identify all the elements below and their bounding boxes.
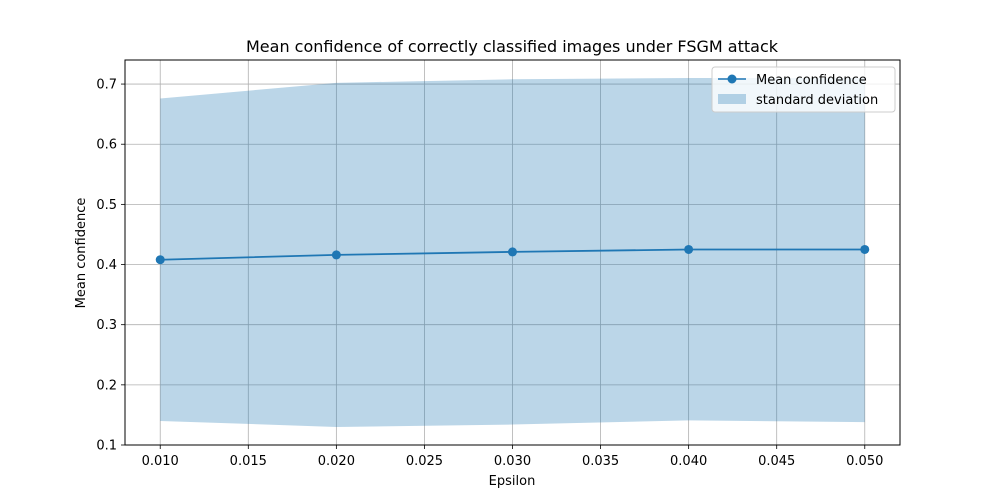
data-point bbox=[860, 244, 870, 254]
y-tick-label: 0.6 bbox=[96, 138, 117, 153]
data-point bbox=[155, 255, 165, 265]
x-tick-label: 0.020 bbox=[318, 454, 355, 469]
x-tick-label: 0.030 bbox=[494, 454, 531, 469]
x-tick-label: 0.025 bbox=[406, 454, 443, 469]
legend-label-std: standard deviation bbox=[756, 93, 878, 108]
legend-band-swatch bbox=[718, 94, 746, 104]
y-axis-ticks: 0.1 0.2 0.3 0.4 0.5 0.6 0.7 bbox=[96, 78, 125, 454]
legend-point-marker bbox=[727, 74, 737, 84]
x-tick-label: 0.045 bbox=[758, 454, 795, 469]
x-axis-label: Epsilon bbox=[489, 474, 536, 489]
series-layer bbox=[155, 244, 870, 265]
x-tick-label: 0.035 bbox=[582, 454, 619, 469]
y-tick-label: 0.3 bbox=[96, 318, 117, 333]
x-tick-label: 0.040 bbox=[670, 454, 707, 469]
legend: Mean confidence standard deviation bbox=[711, 66, 896, 113]
data-point bbox=[684, 244, 694, 254]
y-tick-label: 0.1 bbox=[96, 439, 117, 454]
data-point bbox=[508, 247, 517, 257]
chart-title: Mean confidence of correctly classified … bbox=[246, 37, 779, 56]
y-tick-label: 0.4 bbox=[96, 258, 117, 273]
y-tick-label: 0.7 bbox=[96, 78, 117, 93]
x-tick-label: 0.010 bbox=[142, 454, 179, 469]
legend-label-mean: Mean confidence bbox=[756, 73, 867, 88]
y-axis-label: Mean confidence bbox=[74, 198, 89, 309]
x-axis-ticks: 0.010 0.015 0.020 0.025 0.030 0.035 0.040 0.045… bbox=[142, 445, 883, 469]
x-tick-label: 0.015 bbox=[230, 454, 267, 469]
y-tick-label: 0.2 bbox=[96, 378, 117, 393]
data-point bbox=[331, 250, 341, 260]
legend-box bbox=[711, 66, 896, 113]
x-tick-label: 0.050 bbox=[846, 454, 883, 469]
y-tick-label: 0.5 bbox=[96, 198, 117, 213]
